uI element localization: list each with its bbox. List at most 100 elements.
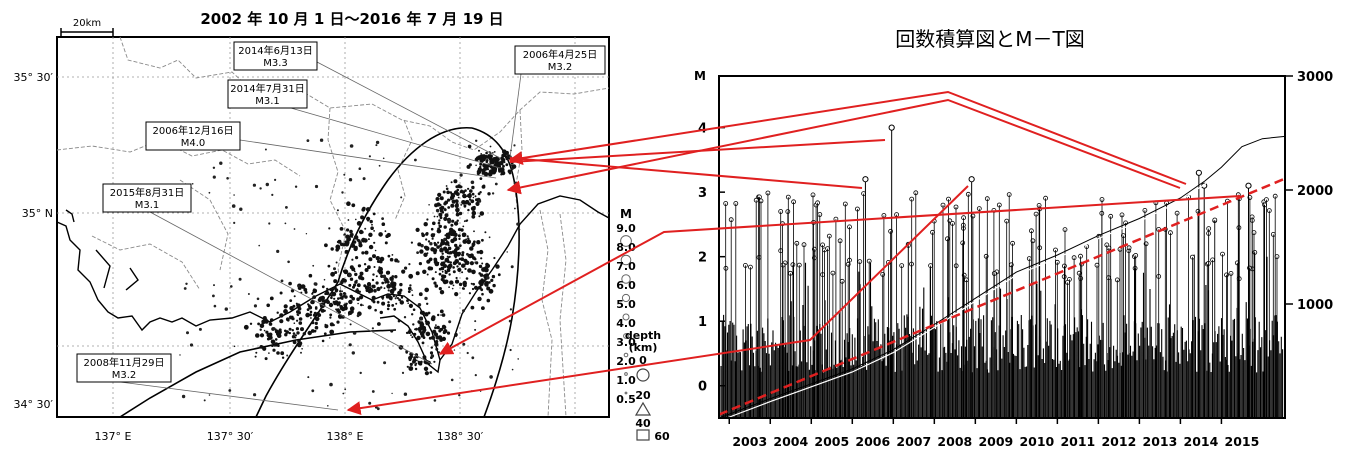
- epicenter-dot: [434, 243, 438, 247]
- left-tick-label: 0: [698, 380, 707, 395]
- epicenter-dot: [414, 367, 418, 371]
- epicenter-dot: [307, 303, 310, 306]
- epicenter-dot: [461, 190, 466, 194]
- epicenter-dot: [495, 264, 500, 269]
- epicenter-dot: [335, 248, 340, 252]
- epicenter-dot: [465, 277, 469, 280]
- epicenter-dot: [189, 343, 194, 347]
- epicenter-dot: [348, 314, 350, 316]
- lon-label-137-30: 137° 30′: [207, 430, 254, 443]
- epicenter-dot: [405, 331, 409, 335]
- epicenter-dot: [212, 175, 216, 179]
- epicenter-dot: [454, 243, 458, 248]
- epicenter-dot: [303, 287, 308, 292]
- epicenter-dot: [380, 286, 383, 289]
- epicenter-dot: [414, 359, 417, 362]
- epicenter-dot: [479, 177, 483, 181]
- epicenter-dot: [371, 390, 375, 393]
- epicenter-dot: [381, 295, 385, 299]
- epicenter-dot: [486, 298, 491, 303]
- legend-depth-40: 40: [635, 417, 651, 430]
- epicenter-dot: [287, 319, 290, 322]
- x-tick-label: 2007: [896, 434, 931, 449]
- epicenter-dot: [492, 168, 497, 173]
- epicenter-dot: [419, 323, 424, 329]
- cumulative-count-line: [718, 135, 1286, 419]
- epicenter-dot: [456, 188, 460, 192]
- epicenter-dot: [335, 261, 338, 264]
- epicenter-dot: [286, 354, 289, 357]
- epicenter-dot: [490, 278, 494, 282]
- epicenter-dot: [444, 269, 447, 272]
- epicenter-dot: [411, 336, 414, 339]
- epicenter-dot: [334, 289, 338, 293]
- epicenter-dot: [379, 259, 383, 264]
- epicenter-dot: [266, 303, 271, 308]
- epicenter-dot: [439, 244, 442, 248]
- epicenter-dot: [255, 351, 258, 354]
- callout-date-2008-11-29: 2008年11月29日: [84, 356, 165, 369]
- epicenter-dot: [437, 313, 440, 317]
- epicenter-dot: [447, 219, 451, 223]
- epicenter-dot: [513, 144, 516, 147]
- epicenter-dot: [461, 271, 464, 274]
- epicenter-dot: [414, 158, 417, 162]
- epicenter-dot: [363, 284, 367, 288]
- epicenter-dot: [496, 157, 500, 162]
- epicenter-dot: [280, 279, 284, 283]
- epicenter-dot: [369, 286, 372, 289]
- epicenter-dot: [328, 227, 331, 230]
- epicenter-dot: [390, 329, 394, 333]
- epicenter-dot: [380, 274, 384, 278]
- legend-mag-value: 0.5: [616, 393, 636, 406]
- epicenter-dot: [424, 246, 430, 251]
- epicenter-dot: [276, 333, 282, 339]
- epicenter-dot: [455, 192, 460, 197]
- epicenter-dot: [449, 263, 453, 268]
- epicenter-dot: [408, 366, 414, 371]
- epicenter-dot: [341, 290, 343, 293]
- epicenter-dot: [203, 399, 206, 402]
- epicenter-dot: [486, 168, 490, 171]
- epicenter-dot: [505, 157, 509, 161]
- epicenter-dot: [461, 253, 465, 257]
- epicenter-dot: [348, 310, 353, 315]
- epicenter-dot: [442, 330, 446, 335]
- epicenter-dot: [349, 144, 354, 148]
- epicenter-dot: [342, 392, 345, 395]
- epicenter-dot: [481, 292, 484, 296]
- epicenter-dot: [467, 187, 470, 190]
- epicenter-dot: [466, 239, 472, 245]
- epicenter-dot: [403, 316, 407, 319]
- epicenter-dot: [390, 298, 393, 301]
- epicenter-dot: [474, 328, 477, 331]
- epicenter-dot: [274, 338, 278, 341]
- left-tick-label: 2: [698, 251, 707, 266]
- epicenter-dot: [373, 230, 375, 232]
- epicenter-dot: [364, 268, 369, 272]
- callout-date-2014-06-13: 2014年6月13日: [238, 44, 313, 57]
- epicenter-dot: [478, 215, 481, 218]
- epicenter-dot: [198, 327, 202, 331]
- map-graticule: [57, 37, 609, 417]
- epicenter-dot: [440, 262, 445, 267]
- epicenter-dot: [457, 234, 461, 238]
- epicenter-dot: [359, 295, 364, 300]
- legend-mag-value: 7.0: [616, 260, 636, 273]
- epicenter-dot: [508, 319, 512, 323]
- epicenter-dot: [378, 270, 381, 273]
- epicenter-dot: [436, 215, 439, 218]
- arrow-2015-08-31: [438, 195, 1241, 355]
- epicenter-dot: [350, 296, 353, 299]
- epicenter-dot: [480, 288, 484, 292]
- epicenter-dot: [430, 247, 435, 252]
- epicenter-dot: [471, 185, 475, 190]
- epicenter-dot: [489, 158, 493, 162]
- epicenter-dot: [395, 295, 398, 298]
- epicenter-dot: [435, 208, 440, 213]
- legend-mag-value: 5.0: [616, 298, 636, 311]
- epicenter-dot: [238, 277, 242, 281]
- epicenter-dot: [381, 217, 384, 221]
- epicenter-dot: [444, 234, 447, 237]
- epicenter-dot: [375, 256, 380, 261]
